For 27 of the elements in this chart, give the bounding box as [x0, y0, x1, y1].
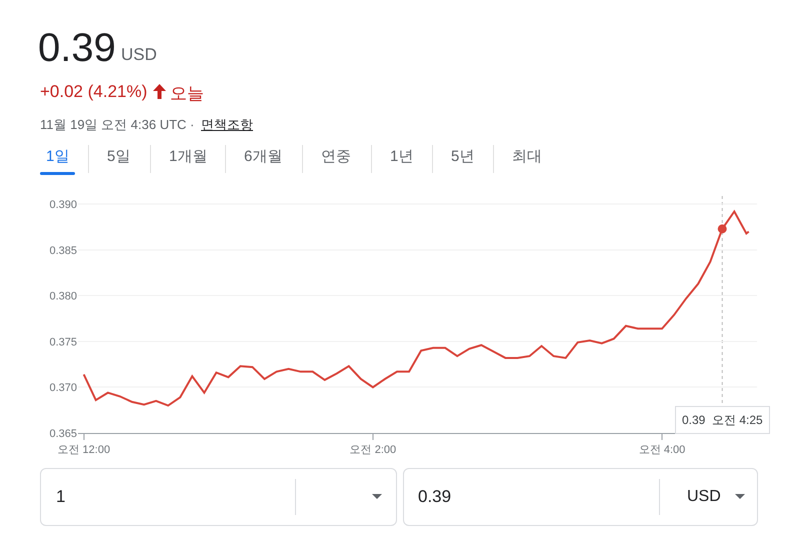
y-tick-label: 0.390 — [49, 199, 77, 211]
text: 1개월 — [169, 147, 208, 166]
y-tick-label: 0.385 — [49, 244, 77, 257]
y-tick-label: 0.365 — [49, 428, 77, 440]
text: 오늘 — [170, 83, 204, 105]
text: 0.39 — [38, 26, 116, 71]
text: 5일 — [107, 147, 130, 166]
text: 11월 19일 오전 4:36 UTC · — [40, 116, 194, 134]
text: USD — [687, 488, 721, 506]
text: 1년 — [390, 147, 414, 166]
text: 면책조항 — [201, 116, 253, 134]
text: 1일 — [46, 147, 70, 166]
y-tick-label: 0.370 — [49, 382, 77, 394]
y-tick-label: 0.380 — [49, 290, 77, 303]
x-tick-label: 오전 12:00 — [57, 444, 110, 456]
text: 6개월 — [244, 147, 282, 166]
text: 1 — [56, 487, 66, 507]
text: 0.39 — [418, 487, 452, 507]
text: +0.02 (4.21%) — [40, 82, 148, 102]
y-tick-label: 0.375 — [49, 336, 77, 348]
text: 연중 — [321, 147, 351, 166]
x-tick-label: 오전 2:00 — [350, 444, 396, 456]
x-tick-label: 오전 4:00 — [638, 444, 686, 456]
text: USD — [121, 45, 157, 65]
text: 5년 — [451, 147, 474, 166]
annotation: 0.39 오전 4:25 — [682, 413, 764, 427]
text: 최대 — [512, 147, 542, 166]
